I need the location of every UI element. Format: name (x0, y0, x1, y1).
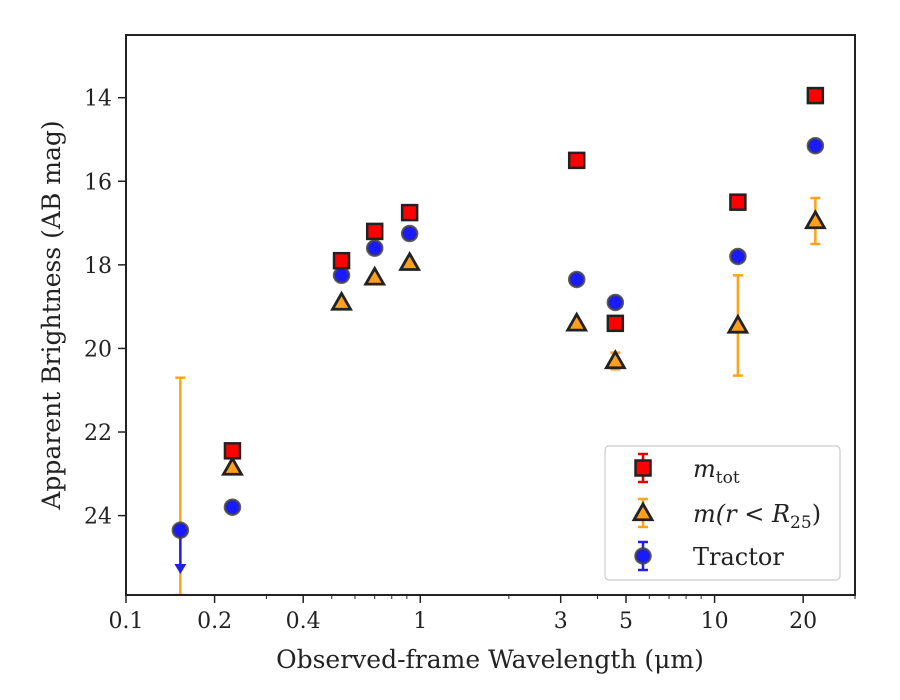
data-point (330, 290, 353, 311)
y-tick-label: 20 (84, 337, 112, 362)
data-point (565, 311, 589, 332)
series-square (223, 86, 825, 460)
data-point (365, 239, 384, 257)
x-tick-label: 0.2 (197, 609, 232, 634)
legend-box (604, 445, 841, 581)
data-point (221, 455, 244, 476)
x-tick-label: 10 (701, 609, 729, 634)
x-axis: 0.1 0.2 0.4 1 3 5 10 20 (109, 595, 856, 634)
data-point (567, 151, 586, 170)
legend-item: mtot (634, 452, 740, 488)
legend-label: mtot (693, 455, 740, 488)
plot-frame (125, 34, 856, 596)
y-axis-label: Apparent Brightness (AB mag) (37, 120, 66, 510)
y-tick-label: 22 (84, 421, 112, 446)
legend: mtot m(r < R25) Tractor (604, 445, 841, 581)
data-point (729, 193, 747, 211)
x-tick-label: 0.4 (286, 609, 321, 634)
data-point (603, 349, 627, 370)
data-point (803, 209, 827, 230)
data-point (223, 442, 242, 460)
legend-item: m(r < R25) (631, 497, 821, 533)
data-point (223, 498, 242, 516)
x-axis-label: Observed-frame Wavelength (μm) (276, 645, 704, 674)
data-point (606, 314, 625, 333)
x-tick-label: 1 (413, 609, 427, 634)
data-point (363, 265, 387, 286)
x-tick-label: 20 (789, 609, 817, 634)
data-point (365, 222, 384, 241)
upper-limit-point (171, 521, 190, 539)
plot-marks (171, 86, 827, 595)
x-tick-label: 3 (554, 609, 568, 634)
series-triangle (221, 196, 827, 476)
data-point (400, 224, 419, 243)
data-point (567, 270, 586, 289)
y-tick-label: 14 (84, 87, 112, 112)
y-tick-label: 18 (84, 254, 112, 279)
legend-label: Tractor (693, 543, 784, 571)
legend-marker (634, 459, 652, 477)
data-point (332, 251, 351, 270)
legend-marker (631, 501, 655, 522)
y-tick-label: 24 (84, 505, 112, 530)
y-tick-label: 16 (84, 170, 112, 195)
data-point (400, 203, 419, 222)
legend-item: Tractor (634, 540, 784, 572)
legend-marker (634, 547, 652, 565)
x-tick-label: 0.1 (109, 609, 144, 634)
series-circle (223, 136, 825, 516)
data-point (332, 266, 351, 285)
data-point (806, 136, 825, 155)
y-axis: 14 16 18 20 22 24 (84, 87, 126, 530)
data-point (806, 86, 825, 105)
data-point (606, 293, 625, 312)
data-point (726, 313, 750, 334)
arrow-head (174, 564, 187, 575)
x-tick-label: 5 (619, 609, 633, 634)
legend-label: m(r < R25) (693, 500, 821, 533)
data-point (398, 250, 422, 271)
data-point (729, 247, 747, 266)
